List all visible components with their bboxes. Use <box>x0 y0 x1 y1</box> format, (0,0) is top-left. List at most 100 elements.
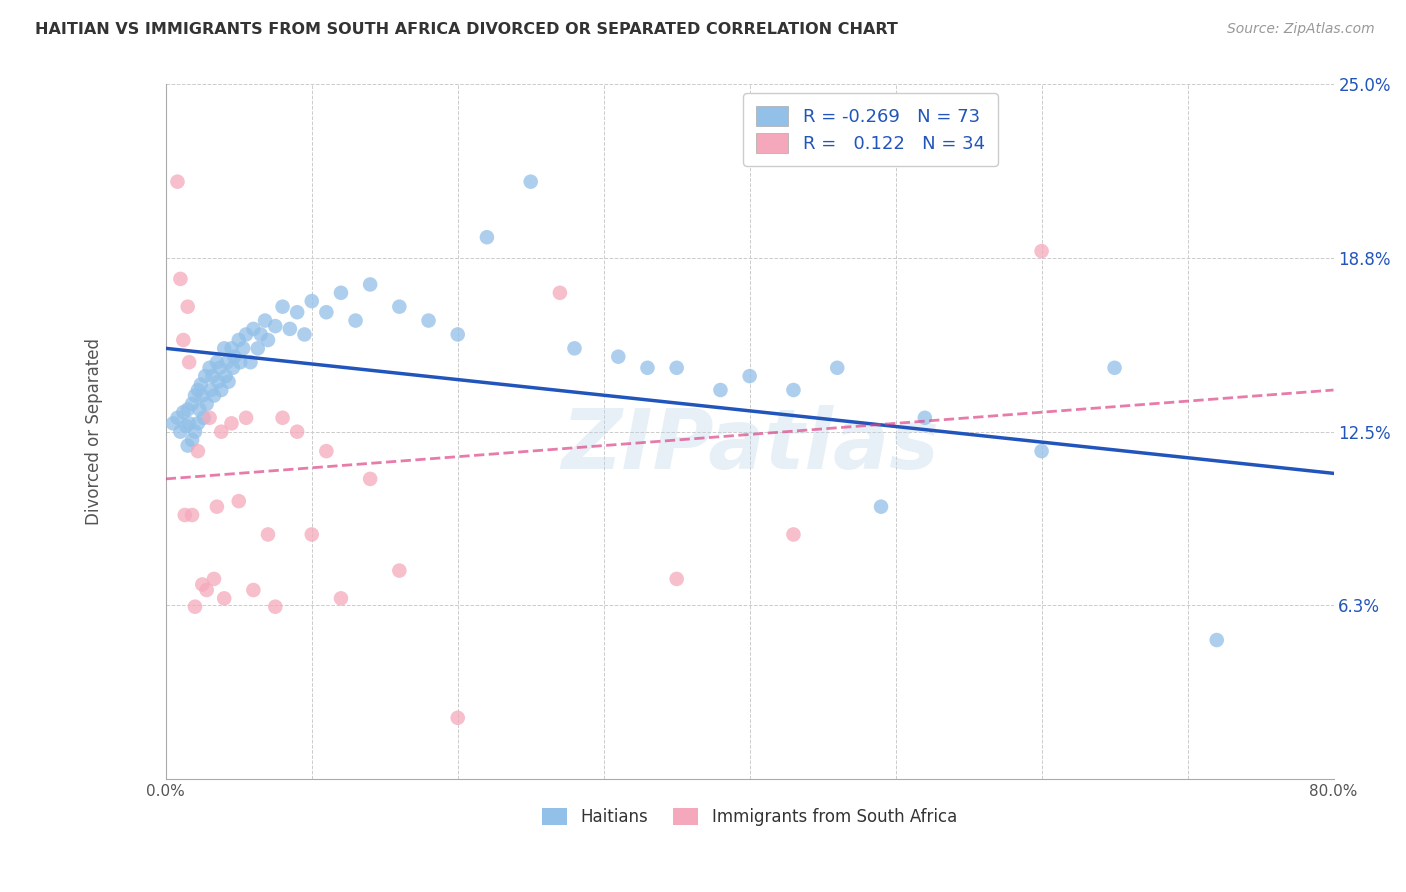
Point <box>181 397 204 411</box>
Point <box>1104 360 1126 375</box>
Point <box>201 369 224 384</box>
Point <box>257 333 280 347</box>
Point <box>198 360 221 375</box>
Point <box>217 355 239 369</box>
Point <box>209 383 232 397</box>
Point <box>228 333 250 347</box>
Point <box>359 472 381 486</box>
Point <box>218 375 240 389</box>
Point <box>169 272 191 286</box>
Point <box>200 383 222 397</box>
Point <box>212 591 235 606</box>
Point <box>782 527 804 541</box>
Point <box>195 582 218 597</box>
Point <box>344 313 367 327</box>
Point <box>222 360 245 375</box>
Point <box>235 410 257 425</box>
Point <box>176 402 198 417</box>
Point <box>179 355 201 369</box>
Point <box>278 322 301 336</box>
Y-axis label: Divorced or Separated: Divorced or Separated <box>86 338 103 525</box>
Point <box>187 383 209 397</box>
Point <box>914 410 936 425</box>
Point <box>257 527 280 541</box>
Point <box>194 369 217 384</box>
Point <box>330 285 353 300</box>
Point <box>239 355 262 369</box>
Point <box>447 711 470 725</box>
Point <box>221 417 243 431</box>
Point <box>870 500 893 514</box>
Point <box>187 444 209 458</box>
Point <box>172 405 194 419</box>
Point <box>229 355 252 369</box>
Point <box>246 342 269 356</box>
Point <box>191 577 214 591</box>
Point <box>232 342 254 356</box>
Point <box>665 360 688 375</box>
Point <box>242 322 264 336</box>
Point <box>418 313 440 327</box>
Point <box>221 342 243 356</box>
Point <box>208 360 231 375</box>
Point <box>271 300 294 314</box>
Point <box>709 383 731 397</box>
Point <box>301 294 323 309</box>
Point <box>388 300 411 314</box>
Point <box>195 397 218 411</box>
Point <box>285 305 308 319</box>
Point <box>198 410 221 425</box>
Point <box>359 277 381 292</box>
Point <box>235 327 257 342</box>
Point <box>315 444 337 458</box>
Point <box>665 572 688 586</box>
Point <box>174 419 197 434</box>
Point <box>181 508 204 522</box>
Point <box>173 508 195 522</box>
Point <box>207 375 229 389</box>
Point <box>548 285 571 300</box>
Point <box>205 500 228 514</box>
Point <box>475 230 498 244</box>
Point <box>782 383 804 397</box>
Point <box>254 313 277 327</box>
Point <box>242 582 264 597</box>
Point <box>228 494 250 508</box>
Point <box>212 342 235 356</box>
Point <box>188 402 211 417</box>
Point <box>249 327 271 342</box>
Point <box>607 350 630 364</box>
Point <box>184 388 207 402</box>
Point <box>264 599 287 614</box>
Legend: Haitians, Immigrants from South Africa: Haitians, Immigrants from South Africa <box>536 802 963 833</box>
Point <box>193 410 215 425</box>
Point <box>1031 444 1053 458</box>
Point <box>294 327 316 342</box>
Point <box>205 355 228 369</box>
Point <box>187 417 209 431</box>
Point <box>184 599 207 614</box>
Point <box>169 425 191 439</box>
Point <box>202 572 225 586</box>
Point <box>271 410 294 425</box>
Point <box>519 175 541 189</box>
Point <box>179 417 201 431</box>
Point <box>209 425 232 439</box>
Point <box>176 439 198 453</box>
Point <box>738 369 761 384</box>
Point <box>162 417 184 431</box>
Point <box>1205 633 1227 648</box>
Point <box>301 527 323 541</box>
Point <box>330 591 353 606</box>
Point <box>172 333 194 347</box>
Point <box>825 360 848 375</box>
Point <box>214 369 236 384</box>
Text: HAITIAN VS IMMIGRANTS FROM SOUTH AFRICA DIVORCED OR SEPARATED CORRELATION CHART: HAITIAN VS IMMIGRANTS FROM SOUTH AFRICA … <box>35 22 898 37</box>
Point <box>447 327 470 342</box>
Point <box>1031 244 1053 259</box>
Point <box>224 350 246 364</box>
Point <box>166 410 188 425</box>
Text: Source: ZipAtlas.com: Source: ZipAtlas.com <box>1227 22 1375 37</box>
Point <box>388 564 411 578</box>
Point <box>190 377 212 392</box>
